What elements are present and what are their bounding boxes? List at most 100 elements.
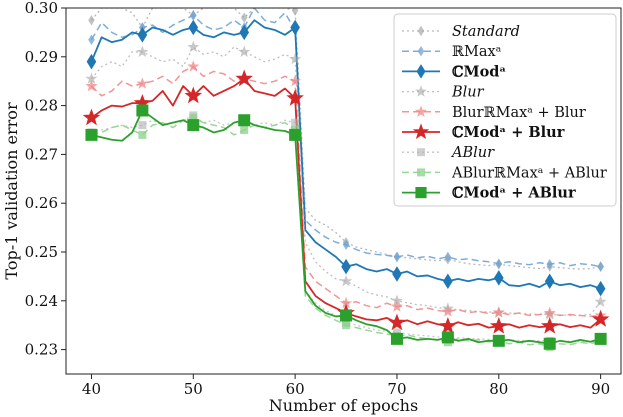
data-point — [597, 261, 604, 272]
series-8 — [85, 104, 607, 350]
legend-item: ℂModᵃ — [402, 63, 506, 80]
y-tick-label: 0.24 — [25, 292, 58, 310]
data-point — [239, 24, 250, 41]
legend-marker — [414, 105, 428, 117]
legend-label: ℂModᵃ + Blur — [452, 124, 565, 141]
legend-marker — [412, 123, 430, 139]
data-point — [187, 60, 200, 72]
legend-marker — [417, 45, 425, 57]
y-tick-label: 0.28 — [25, 97, 58, 115]
data-point — [444, 251, 452, 263]
data-point — [441, 331, 454, 344]
legend-marker — [417, 25, 425, 37]
data-point — [340, 309, 353, 322]
legend-label: ℂModᵃ — [452, 63, 506, 80]
y-tick-label: 0.23 — [25, 341, 58, 359]
data-point — [238, 114, 251, 127]
legend-item: Blur — [402, 85, 485, 101]
legend-label: BlurℝMaxᵃ + Blur — [452, 105, 586, 121]
data-point — [390, 332, 403, 345]
data-point — [392, 266, 402, 282]
data-point — [86, 53, 97, 70]
x-tick-label: 40 — [82, 380, 101, 398]
data-point — [82, 108, 101, 126]
y-tick-label: 0.25 — [25, 243, 58, 261]
legend-label: ABlur — [450, 145, 495, 161]
data-point — [88, 14, 95, 26]
data-point — [495, 258, 503, 269]
legend-label: Standard — [452, 24, 520, 40]
axes-frame — [65, 7, 622, 375]
legend-label: ABlurℝMaxᵃ + ABlur — [451, 165, 607, 181]
data-point — [138, 130, 147, 139]
legend-marker — [415, 186, 427, 199]
data-point — [492, 334, 505, 347]
data-point — [190, 10, 197, 21]
data-point — [136, 45, 149, 58]
y-tick-label: 0.27 — [25, 145, 58, 163]
data-point — [546, 258, 553, 270]
y-tick-label: 0.30 — [25, 0, 58, 17]
data-point — [187, 119, 200, 132]
legend-item: ℝMaxᵃ — [402, 44, 502, 60]
data-point — [136, 104, 149, 117]
legend-item: ℂModᵃ + ABlur — [402, 185, 576, 202]
data-point — [289, 52, 302, 65]
legend-item: BlurℝMaxᵃ + Blur — [402, 105, 586, 121]
legend-marker — [416, 148, 425, 157]
data-point — [594, 332, 607, 345]
data-point — [286, 89, 304, 106]
legend-box — [393, 13, 617, 207]
series-layer — [82, 8, 610, 352]
data-point — [342, 239, 350, 250]
data-point — [441, 305, 454, 317]
data-point — [490, 316, 508, 334]
data-point — [544, 273, 555, 290]
data-point — [341, 258, 351, 275]
x-tick-label: 90 — [591, 380, 610, 398]
data-point — [235, 69, 253, 87]
x-tick-label: 50 — [184, 380, 203, 398]
data-point — [393, 251, 401, 263]
data-point — [240, 12, 248, 24]
data-point — [443, 273, 453, 290]
data-point — [591, 310, 610, 327]
x-tick-label: 60 — [286, 380, 305, 398]
data-point — [289, 74, 302, 87]
legend-item: ABlur — [402, 145, 495, 161]
legend-item: ℂModᵃ + Blur — [402, 123, 565, 141]
series-2 — [86, 19, 606, 297]
x-axis-label: Number of epochs — [269, 396, 418, 415]
data-point — [492, 306, 505, 318]
x-tick-label: 70 — [387, 380, 406, 398]
y-axis-label: Top-1 validation error — [2, 102, 21, 280]
data-point — [290, 19, 300, 36]
data-point — [439, 316, 457, 334]
data-point — [184, 86, 203, 104]
data-point — [137, 27, 148, 43]
data-point — [543, 337, 556, 350]
data-point — [540, 316, 559, 334]
data-point — [340, 274, 353, 287]
data-point — [187, 40, 200, 53]
data-point — [342, 321, 351, 330]
legend-marker — [414, 85, 428, 97]
data-point — [291, 8, 299, 16]
data-point — [88, 34, 95, 45]
data-point — [138, 121, 147, 130]
y-tick-label: 0.26 — [25, 194, 58, 212]
legend-marker — [416, 64, 426, 79]
x-ticks: 40 50 60 70 80 90 — [82, 374, 610, 398]
data-point — [543, 306, 556, 319]
y-tick-label: 0.29 — [25, 48, 58, 66]
legend-label: Blur — [451, 85, 485, 101]
data-point — [85, 79, 98, 92]
y-ticks: 0.23 0.24 0.25 0.26 0.27 0.28 0.29 0.30 — [25, 0, 66, 359]
legend-marker — [416, 168, 425, 177]
x-tick-label: 80 — [489, 380, 508, 398]
data-point — [188, 19, 199, 36]
data-point — [388, 313, 406, 331]
data-point — [136, 77, 149, 89]
data-point — [595, 280, 606, 297]
